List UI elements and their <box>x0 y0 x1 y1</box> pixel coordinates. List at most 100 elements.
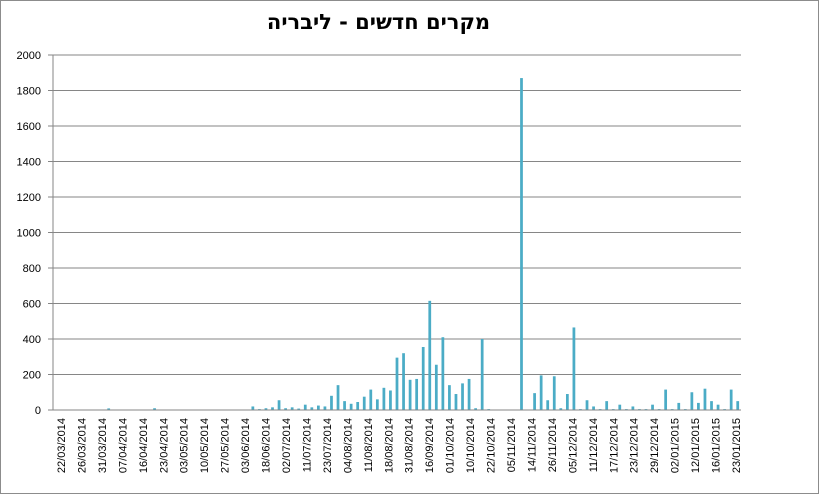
axes <box>48 54 741 411</box>
bar <box>546 400 550 410</box>
x-tick-label: 14/11/2014 <box>527 418 539 472</box>
bar <box>572 327 576 410</box>
bar <box>729 389 733 410</box>
bar <box>336 385 340 410</box>
x-tick-label: 23/01/2015 <box>731 418 743 473</box>
bar <box>428 300 432 410</box>
y-tick-label: 1400 <box>17 157 41 169</box>
x-tick-label: 02/07/2014 <box>281 418 293 473</box>
x-tick-label: 05/11/2014 <box>506 418 518 472</box>
bar <box>323 406 327 410</box>
y-tick-label: 800 <box>23 263 41 275</box>
gridlines <box>53 54 741 375</box>
x-tick-label: 22/10/2014 <box>486 418 498 473</box>
bar <box>480 339 484 410</box>
bar <box>605 401 609 411</box>
bar <box>461 383 464 411</box>
x-tick-label: 26/03/2014 <box>77 418 89 473</box>
x-tick-label: 03/05/2014 <box>179 418 191 473</box>
y-tick-label: 600 <box>23 299 41 311</box>
bar <box>408 379 412 410</box>
y-tick-label: 1600 <box>17 121 41 133</box>
bar <box>356 402 360 410</box>
bar <box>467 378 471 410</box>
bar <box>520 78 523 410</box>
x-tick-label: 16/09/2014 <box>424 418 436 473</box>
x-axis-ticks: 22/03/2014 26/03/2014 31/03/2014 07/04/2014… <box>56 418 743 473</box>
bar <box>421 346 425 410</box>
bar <box>395 357 399 410</box>
x-tick-label: 10/05/2014 <box>199 418 211 473</box>
bar <box>533 393 536 410</box>
x-tick-label: 23/04/2014 <box>158 418 170 473</box>
bar <box>153 408 156 410</box>
chart-title: מקרים חדשים - ליבריה <box>266 10 491 34</box>
bar <box>362 396 366 410</box>
bar <box>389 390 392 410</box>
bar <box>415 378 419 410</box>
x-tick-label: 16/04/2014 <box>138 418 150 473</box>
bar <box>448 385 451 410</box>
x-tick-label: 22/03/2014 <box>56 418 68 473</box>
bar <box>330 395 333 410</box>
x-tick-label: 07/04/2014 <box>117 418 129 473</box>
bar <box>690 392 694 410</box>
x-tick-label: 29/12/2014 <box>649 418 661 473</box>
bar <box>284 408 287 410</box>
bar <box>297 408 301 410</box>
x-tick-label: 26/11/2014 <box>547 418 559 472</box>
bar <box>271 407 274 410</box>
bar <box>539 375 543 410</box>
bar <box>559 408 563 410</box>
bar <box>343 401 346 411</box>
x-tick-label: 23/12/2014 <box>629 418 641 473</box>
bar <box>664 389 668 410</box>
bar <box>434 364 438 410</box>
x-tick-label: 05/12/2014 <box>567 418 579 473</box>
bar <box>402 353 405 410</box>
x-tick-label: 31/08/2014 <box>404 418 416 473</box>
bar <box>552 376 556 410</box>
y-axis-ticks: 0 200 400 600 800 1000 1200 1400 1600 1800 2000 <box>17 50 41 417</box>
bar <box>349 403 353 410</box>
x-tick-label: 11/08/2014 <box>363 418 375 472</box>
x-tick-label: 16/01/2015 <box>711 418 723 473</box>
x-tick-label: 02/01/2015 <box>670 418 682 473</box>
bar <box>631 406 635 410</box>
bar <box>317 405 320 410</box>
bar <box>565 394 569 410</box>
bar <box>697 402 700 410</box>
x-tick-label: 04/08/2014 <box>342 418 354 473</box>
bars <box>54 78 740 411</box>
y-tick-label: 1000 <box>17 228 41 240</box>
bar <box>585 400 589 410</box>
bar <box>369 389 373 410</box>
bar <box>382 387 386 410</box>
y-tick-label: 2000 <box>17 50 41 62</box>
x-tick-label: 10/10/2014 <box>465 418 477 473</box>
y-tick-label: 200 <box>23 370 41 382</box>
y-tick-label: 1200 <box>17 192 41 204</box>
bar <box>303 404 307 410</box>
bar <box>290 407 294 410</box>
x-tick-label: 11/12/2014 <box>588 418 600 472</box>
bar <box>618 404 622 410</box>
y-tick-label: 1800 <box>17 86 41 98</box>
x-tick-label: 17/12/2014 <box>608 418 620 473</box>
x-tick-label: 03/06/2014 <box>240 418 252 473</box>
bar <box>375 399 379 410</box>
x-tick-label: 31/03/2014 <box>97 418 109 473</box>
bar <box>703 388 707 410</box>
bar <box>277 400 281 410</box>
x-tick-label: 23/07/2014 <box>322 418 334 473</box>
x-tick-label: 01/10/2014 <box>445 418 457 473</box>
bar <box>310 407 314 410</box>
bar <box>677 402 681 410</box>
y-tick-label: 400 <box>23 334 41 346</box>
bar <box>441 337 445 410</box>
bar <box>454 394 458 410</box>
x-tick-label: 11/07/2014 <box>302 418 314 472</box>
bar <box>474 408 477 410</box>
